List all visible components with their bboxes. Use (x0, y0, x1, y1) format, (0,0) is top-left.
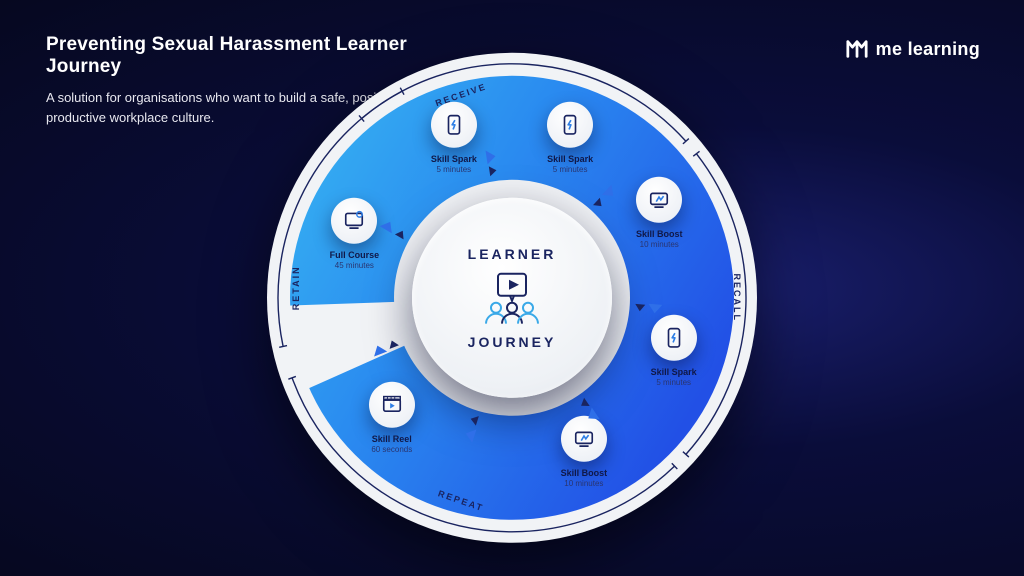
journey-node: Skill Boost10 minutes (542, 416, 626, 488)
node-title: Skill Boost (561, 468, 608, 478)
journey-node: Skill Spark5 minutes (412, 102, 496, 174)
center-label-bottom: JOURNEY (468, 334, 557, 350)
direction-arrow-icon (647, 304, 662, 314)
logo-mark-icon (846, 38, 868, 60)
node-subtitle: 10 minutes (640, 240, 679, 249)
journey-node: Skill Spark5 minutes (528, 102, 612, 174)
center-label-top: LEARNER (468, 246, 557, 262)
node-title: Skill Reel (372, 434, 412, 444)
reel-icon (369, 382, 415, 428)
center-disc: LEARNER JOURNEY (412, 198, 612, 398)
journey-node: Skill Spark5 minutes (632, 314, 716, 386)
journey-node: Full Course45 minutes (312, 198, 396, 270)
logo-text: me learning (876, 39, 980, 60)
node-title: Skill Boost (636, 229, 683, 239)
journey-node: Skill Boost10 minutes (617, 177, 701, 249)
boost-icon (561, 416, 607, 462)
course-icon (331, 198, 377, 244)
node-subtitle: 5 minutes (437, 165, 472, 174)
phase-label: RECALL (732, 274, 742, 323)
node-title: Skill Spark (651, 366, 697, 376)
boost-icon (636, 177, 682, 223)
spark-icon (431, 102, 477, 148)
node-subtitle: 5 minutes (656, 377, 691, 386)
learner-journey-icon (480, 272, 544, 324)
node-subtitle: 45 minutes (335, 261, 374, 270)
node-subtitle: 60 seconds (371, 445, 412, 454)
phase-label: RETAIN (291, 266, 301, 311)
direction-arrow-icon (489, 166, 497, 177)
node-title: Full Course (330, 250, 380, 260)
journey-diagram: LEARNER JOURNEY Full Course45 minutesSki… (267, 53, 757, 543)
journey-node: Skill Reel60 seconds (350, 382, 434, 454)
node-subtitle: 5 minutes (553, 165, 588, 174)
node-title: Skill Spark (431, 154, 477, 164)
direction-arrow-icon (634, 304, 645, 312)
spark-icon (547, 102, 593, 148)
spark-icon (651, 314, 697, 360)
brand-logo: me learning (846, 38, 980, 60)
node-title: Skill Spark (547, 154, 593, 164)
node-subtitle: 10 minutes (564, 479, 603, 488)
